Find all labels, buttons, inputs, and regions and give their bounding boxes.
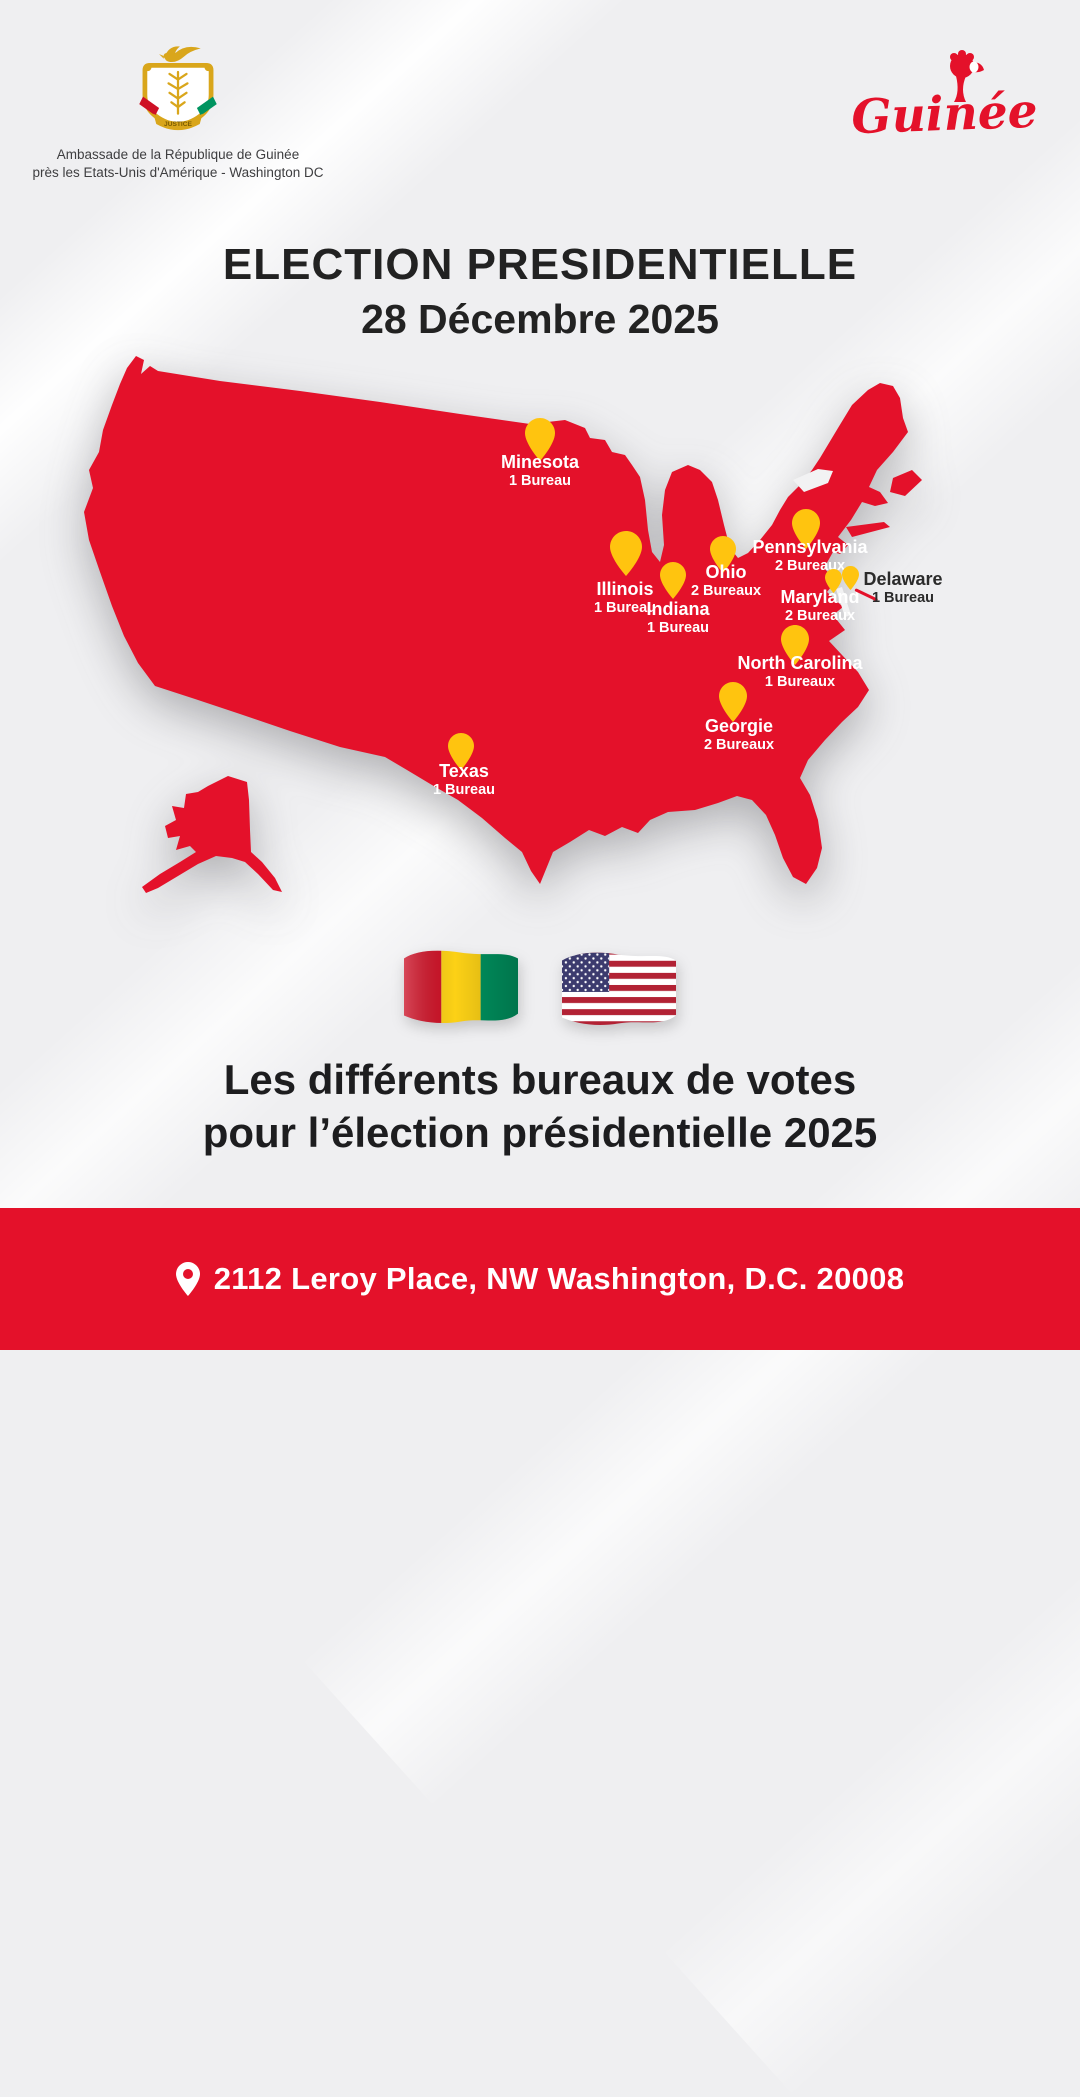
state-label-ohio: Ohio 2 Bureaux <box>691 562 761 600</box>
state-label-maryland: Maryland 2 Bureaux <box>780 587 859 625</box>
map-pin-illinois <box>610 531 642 576</box>
map-pin-delaware <box>841 566 859 590</box>
state-label-georgie: Georgie 2 Bureaux <box>704 716 774 754</box>
state-name: Texas <box>439 761 489 781</box>
state-label-minesota: Minesota 1 Bureau <box>501 452 579 490</box>
state-bureau-count: 2 Bureaux <box>703 737 775 754</box>
footer-address-bar: 2112 Leroy Place, NW Washington, D.C. 20… <box>0 1208 1080 1350</box>
state-bureau-count: 1 Bureau <box>871 590 935 607</box>
state-label-north-carolina: North Carolina 1 Bureaux <box>737 653 862 691</box>
state-bureau-count: 1 Bureau <box>646 620 710 637</box>
footer-address: 2112 Leroy Place, NW Washington, D.C. 20… <box>213 1261 905 1296</box>
state-name: Illinois <box>596 579 654 599</box>
state-label-delaware: Delaware 1 Bureau <box>863 569 942 607</box>
state-bureau-count: 2 Bureaux <box>690 583 762 600</box>
state-name: Delaware <box>863 569 943 589</box>
state-name: Indiana <box>646 599 710 619</box>
map-pin-indiana <box>660 562 686 599</box>
state-label-texas: Texas 1 Bureau <box>433 761 495 799</box>
state-label-indiana: Indiana 1 Bureau <box>646 599 709 637</box>
map-pins-layer: Minesota 1 Bureau Illinois 1 Bureau Indiana 1… <box>433 418 943 799</box>
state-name: Minesota <box>500 452 580 472</box>
state-bureau-count: 1 Bureaux <box>764 674 836 691</box>
state-bureau-count: 1 Bureau <box>508 473 572 490</box>
state-name: Georgie <box>704 716 774 736</box>
state-name: Ohio <box>705 562 747 582</box>
state-bureau-count: 2 Bureaux <box>784 608 856 625</box>
state-name: Pennsylvania <box>752 537 868 557</box>
state-name: North Carolina <box>737 653 863 673</box>
location-pin-icon <box>175 1262 200 1296</box>
state-name: Maryland <box>780 587 860 607</box>
state-bureau-count: 1 Bureau <box>432 782 496 799</box>
